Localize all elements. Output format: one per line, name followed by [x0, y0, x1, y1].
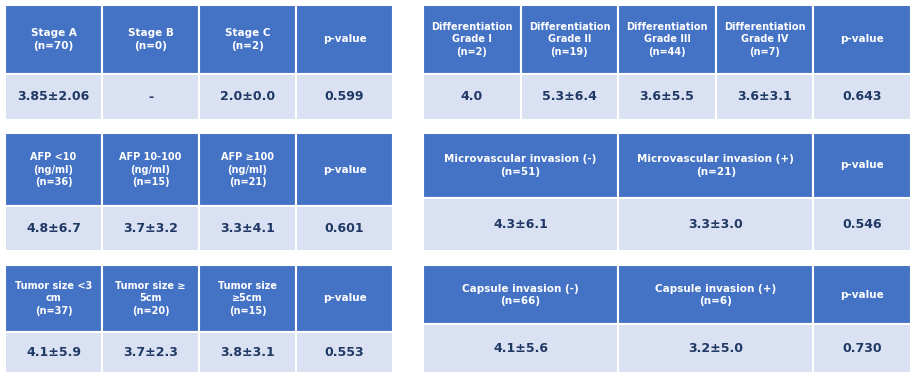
Text: p-value: p-value — [322, 34, 366, 45]
Bar — [199, 206, 296, 251]
Bar — [199, 265, 296, 332]
Text: 0.546: 0.546 — [843, 218, 882, 231]
Bar — [102, 206, 199, 251]
Bar — [813, 265, 911, 324]
Text: 3.6±5.5: 3.6±5.5 — [639, 90, 694, 104]
Text: 0.601: 0.601 — [324, 222, 365, 235]
Bar — [5, 332, 102, 373]
Bar — [423, 265, 618, 324]
Text: 3.3±4.1: 3.3±4.1 — [220, 222, 275, 235]
Text: -: - — [148, 90, 153, 104]
Bar — [618, 133, 813, 198]
Text: p-value: p-value — [322, 164, 366, 175]
Bar — [102, 332, 199, 373]
Bar — [5, 5, 102, 74]
Text: 4.0: 4.0 — [461, 90, 483, 104]
Text: 0.599: 0.599 — [325, 90, 365, 104]
Text: 4.8±6.7: 4.8±6.7 — [26, 222, 81, 235]
Bar — [715, 74, 813, 120]
Text: Capsule invasion (-)
(n=66): Capsule invasion (-) (n=66) — [463, 284, 579, 306]
Bar — [296, 5, 393, 74]
Bar — [618, 324, 813, 373]
Text: Stage B
(n=0): Stage B (n=0) — [127, 28, 173, 51]
Bar — [102, 265, 199, 332]
Bar — [102, 5, 199, 74]
Bar — [5, 133, 102, 206]
Bar — [5, 74, 102, 120]
Bar — [296, 206, 393, 251]
Text: 4.1±5.6: 4.1±5.6 — [493, 342, 548, 355]
Text: Capsule invasion (+)
(n=6): Capsule invasion (+) (n=6) — [655, 284, 777, 306]
Bar — [813, 74, 911, 120]
Bar — [813, 5, 911, 74]
Text: Stage A
(n=70): Stage A (n=70) — [30, 28, 76, 51]
Text: p-value: p-value — [840, 290, 884, 300]
Text: p-value: p-value — [840, 34, 884, 45]
Text: Tumor size
≥5cm
(n=15): Tumor size ≥5cm (n=15) — [218, 281, 277, 316]
Text: 5.3±6.4: 5.3±6.4 — [542, 90, 597, 104]
Bar — [5, 265, 102, 332]
Text: Differentiation
Grade II
(n=19): Differentiation Grade II (n=19) — [529, 22, 610, 57]
Text: 3.7±2.3: 3.7±2.3 — [123, 346, 178, 359]
Bar — [423, 324, 618, 373]
Text: AFP <10
(ng/ml)
(n=36): AFP <10 (ng/ml) (n=36) — [30, 152, 77, 187]
Bar — [102, 74, 199, 120]
Text: Stage C
(n=2): Stage C (n=2) — [224, 28, 270, 51]
Bar — [423, 133, 618, 198]
Bar — [618, 265, 813, 324]
Bar — [618, 5, 715, 74]
Text: Differentiation
Grade III
(n=44): Differentiation Grade III (n=44) — [627, 22, 708, 57]
Text: 4.1±5.9: 4.1±5.9 — [26, 346, 81, 359]
Text: AFP ≥100
(ng/ml)
(n=21): AFP ≥100 (ng/ml) (n=21) — [221, 152, 274, 187]
Bar — [423, 74, 520, 120]
Text: 0.553: 0.553 — [324, 346, 365, 359]
Text: Tumor size ≥
5cm
(n=20): Tumor size ≥ 5cm (n=20) — [115, 281, 186, 316]
Bar — [813, 324, 911, 373]
Text: 3.3±3.0: 3.3±3.0 — [689, 218, 743, 231]
Text: Tumor size <3
cm
(n=37): Tumor size <3 cm (n=37) — [15, 281, 93, 316]
Text: p-value: p-value — [840, 160, 884, 170]
Bar — [296, 265, 393, 332]
Bar — [296, 74, 393, 120]
Bar — [618, 74, 715, 120]
Bar — [813, 133, 911, 198]
Text: 0.643: 0.643 — [843, 90, 882, 104]
Bar — [5, 206, 102, 251]
Bar — [199, 332, 296, 373]
Text: p-value: p-value — [322, 293, 366, 304]
Text: Differentiation
Grade IV
(n=7): Differentiation Grade IV (n=7) — [724, 22, 805, 57]
Text: 3.2±5.0: 3.2±5.0 — [688, 342, 743, 355]
Bar — [715, 5, 813, 74]
Text: 3.8±3.1: 3.8±3.1 — [220, 346, 275, 359]
Bar — [423, 5, 520, 74]
Text: Microvascular invasion (-)
(n=51): Microvascular invasion (-) (n=51) — [444, 154, 597, 177]
Bar — [199, 133, 296, 206]
Bar — [199, 74, 296, 120]
Bar — [296, 332, 393, 373]
Text: 3.6±3.1: 3.6±3.1 — [737, 90, 792, 104]
Text: 0.730: 0.730 — [843, 342, 882, 355]
Bar — [296, 133, 393, 206]
Bar — [520, 5, 618, 74]
Text: Microvascular invasion (+)
(n=21): Microvascular invasion (+) (n=21) — [638, 154, 794, 177]
Bar — [520, 74, 618, 120]
Bar — [813, 198, 911, 251]
Text: 4.3±6.1: 4.3±6.1 — [493, 218, 548, 231]
Bar — [423, 198, 618, 251]
Bar — [102, 133, 199, 206]
Text: 3.7±3.2: 3.7±3.2 — [123, 222, 178, 235]
Text: 3.85±2.06: 3.85±2.06 — [17, 90, 90, 104]
Text: 2.0±0.0: 2.0±0.0 — [220, 90, 275, 104]
Text: Differentiation
Grade I
(n=2): Differentiation Grade I (n=2) — [431, 22, 513, 57]
Bar — [199, 5, 296, 74]
Text: AFP 10-100
(ng/ml)
(n=15): AFP 10-100 (ng/ml) (n=15) — [119, 152, 181, 187]
Bar — [618, 198, 813, 251]
